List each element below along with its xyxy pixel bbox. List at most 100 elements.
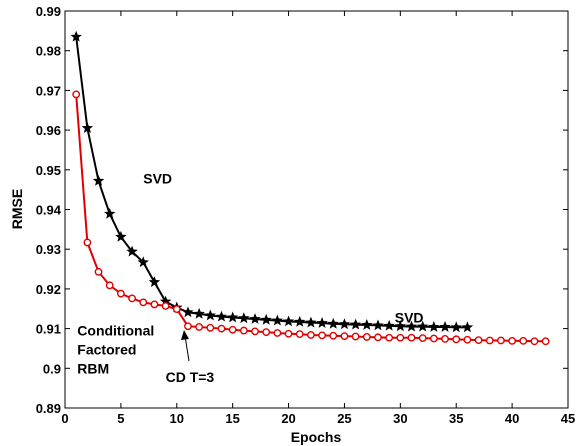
star-marker [238,312,250,324]
circle-marker [228,325,237,334]
star-marker [305,316,317,328]
circle-marker [172,305,181,314]
star-marker [349,318,362,330]
x-axis-label: Epochs [291,429,342,445]
y-tick-label: 0.89 [36,401,61,416]
star-marker [126,245,138,257]
circle-marker [273,329,282,337]
circle-marker [195,323,204,331]
series-layer [70,30,550,346]
y-tick-label: 0.9 [43,361,61,376]
annotations: SVD SVD Conditional Factored RBM CD T=3 [77,171,423,386]
star-marker [182,306,194,318]
circle-marker [318,331,326,340]
star-marker [115,230,127,242]
circle-marker [541,337,550,346]
star-marker [439,321,451,332]
circle-marker [128,294,136,303]
circle-marker [105,281,114,290]
star-marker [383,319,395,331]
star-marker [450,321,462,333]
y-tick-label: 0.97 [36,83,61,98]
y-tick-label: 0.95 [36,163,61,178]
circle-marker [329,331,338,340]
x-tick-label: 35 [449,411,463,426]
x-tick-label: 30 [393,411,407,426]
x-tick-label: 15 [225,411,239,426]
circle-marker [284,329,293,338]
star-marker [282,315,295,327]
x-tick-label: 45 [561,411,575,426]
star-marker [461,321,474,333]
x-tick-labels: 0 5 10 15 20 25 30 35 40 45 [61,411,575,426]
star-marker [104,207,116,219]
star-marker [92,174,105,186]
y-tick-label: 0.93 [36,242,61,257]
circle-marker [441,335,449,343]
series-svd [70,30,474,333]
y-axis-label: RMSE [9,189,25,229]
circle-marker [351,332,360,341]
circle-marker [217,324,226,333]
circle-marker [418,334,427,343]
circle-marker [72,90,81,99]
star-marker [137,256,149,268]
annotation-label: SVD [395,310,424,326]
x-tick-label: 10 [170,411,184,426]
star-marker [148,276,161,288]
circle-marker [307,331,315,339]
circle-marker [295,330,304,339]
star-marker [81,122,94,133]
y-tick-label: 0.94 [36,203,62,218]
star-marker [394,320,407,332]
annotation-label: Factored [77,341,136,357]
star-marker [271,314,284,326]
circle-marker [340,332,349,341]
circle-marker [184,322,192,331]
star-marker [159,295,172,307]
circle-marker [362,333,371,341]
star-marker [338,318,351,330]
circle-marker [452,335,461,344]
circle-marker [519,337,528,345]
cd-arrow-head [181,330,189,340]
x-tick-label: 40 [505,411,519,426]
star-marker [260,313,272,325]
circle-marker [206,323,215,332]
y-tick-labels: 0.89 0.9 0.91 0.92 0.93 0.94 0.95 0.96 0.97 0.98 0… [36,4,62,416]
star-marker [361,319,373,330]
circle-marker [239,326,248,335]
star-marker [428,321,440,332]
x-tick-label: 0 [61,411,68,426]
circle-marker [262,328,271,337]
circle-marker [407,333,416,342]
circle-marker [374,333,382,342]
circle-marker [485,336,494,345]
circle-marker [94,267,103,276]
circle-marker [463,335,472,344]
annotation-label: CD T=3 [166,369,215,385]
star-marker [316,317,328,328]
star-marker [294,315,306,327]
circle-marker [385,333,394,342]
circle-marker [429,334,438,343]
circle-marker [474,336,483,345]
annotation-label: SVD [143,171,172,187]
y-tick-label: 0.96 [36,123,61,138]
cd-arrow-shaft [184,335,190,362]
star-marker [405,320,418,332]
star-marker [327,317,339,329]
y-tick-label: 0.99 [36,4,61,19]
circle-marker [83,238,92,247]
star-marker [249,313,261,324]
star-marker [193,307,205,319]
star-marker [372,319,384,331]
plot-area [64,10,569,409]
circle-marker [161,302,170,310]
axis-ticks [64,10,569,409]
circle-marker [251,327,259,336]
circle-marker [150,300,159,309]
x-tick-label: 5 [117,411,124,426]
annotation-label: RBM [77,360,109,376]
